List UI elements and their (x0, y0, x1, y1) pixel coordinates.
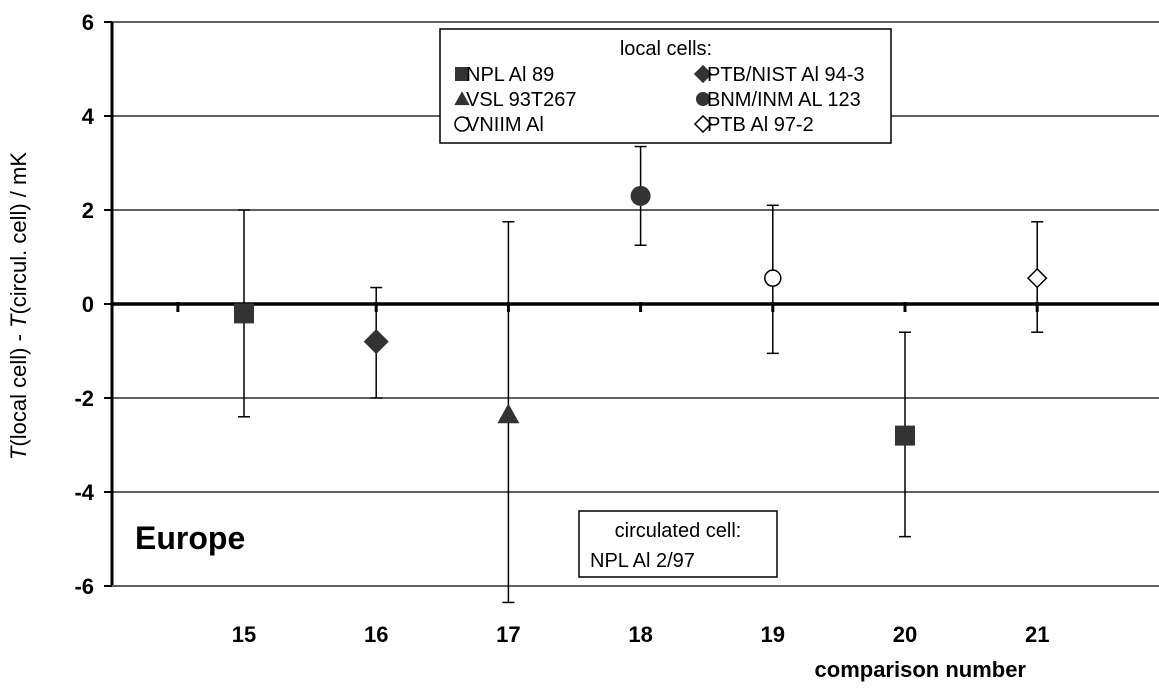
y-tick-label: 0 (82, 292, 94, 317)
axes (104, 21, 1159, 587)
data-markers (234, 185, 1048, 446)
circulated-box-line1: circulated cell: (615, 520, 742, 542)
x-tick-label: 17 (496, 622, 520, 647)
data-point (497, 403, 520, 424)
data-point (764, 269, 782, 287)
circulated-box-frame (578, 510, 778, 578)
x-tick-label: 20 (893, 622, 917, 647)
legend-marker (693, 64, 713, 84)
y-tick-label: 6 (82, 10, 94, 35)
tick-labels: -6 -4 -2 0 2 4 6 15 16 17 18 19 20 21 (74, 10, 1049, 647)
legend: local cells: NPL Al 89 PTB/NIST Al 94-3 VS… (439, 28, 892, 144)
circulated-box-line2: NPL Al 2/97 (590, 550, 695, 572)
legend-label: PTB/NIST Al 94-3 (707, 64, 864, 86)
y-tick-label: 2 (82, 198, 94, 223)
legend-box (439, 28, 892, 144)
x-tick-label: 21 (1025, 622, 1049, 647)
x-tick-label: 19 (761, 622, 785, 647)
legend-label: PTB Al 97-2 (707, 114, 814, 136)
legend-marker (455, 67, 469, 81)
data-point (1026, 267, 1048, 289)
data-point (234, 303, 254, 324)
x-tick-label: 15 (232, 622, 256, 647)
legend-label: VNIIM Al (466, 114, 544, 136)
x-tick-label: 18 (628, 622, 652, 647)
legend-marker (454, 91, 470, 106)
x-tick-label: 16 (364, 622, 388, 647)
circulated-cell-box: circulated cell: NPL Al 2/97 (578, 510, 778, 578)
y-tick-label: -2 (74, 386, 94, 411)
legend-title: local cells: (620, 38, 712, 60)
legend-marker (454, 116, 470, 132)
legend-label: BNM/INM AL 123 (707, 89, 861, 111)
legend-label: NPL Al 89 (466, 64, 554, 86)
data-point (895, 425, 915, 446)
data-point (630, 185, 651, 206)
legend-marker (696, 92, 710, 106)
y-tick-label: 4 (82, 104, 95, 129)
y-axis-label: T(local cell) - T(circul. cell) / mK (6, 152, 31, 460)
legend-label: VSL 93T267 (466, 89, 576, 111)
data-point (363, 329, 389, 355)
legend-marker (693, 114, 713, 134)
y-tick-label: -4 (74, 480, 94, 505)
region-label: Europe (135, 520, 245, 556)
x-axis-label: comparison number (815, 657, 1027, 682)
y-tick-label: -6 (74, 574, 94, 599)
